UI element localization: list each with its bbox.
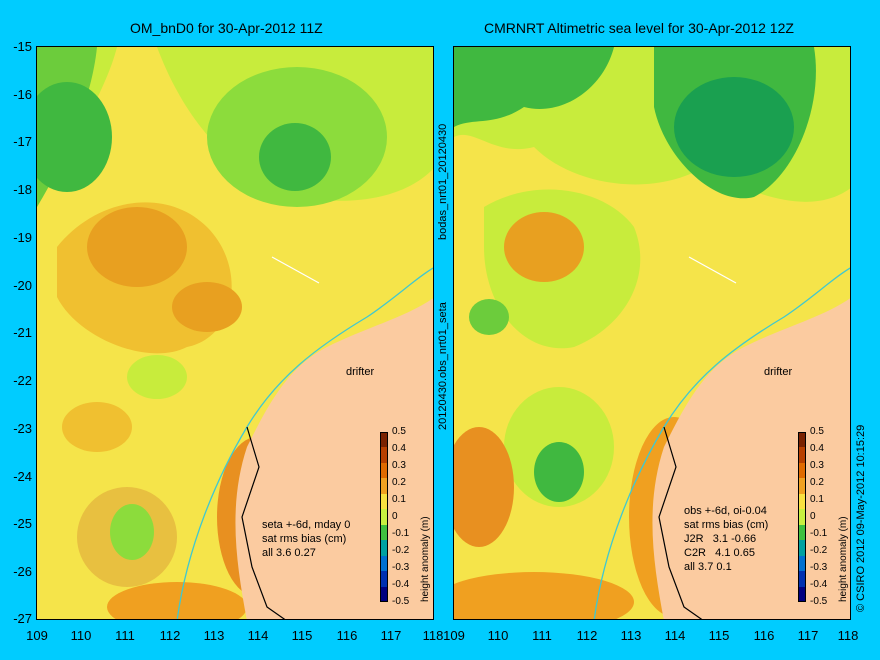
colorbar-tick: 0.4 [810, 443, 824, 454]
colorbar-swatch [380, 524, 388, 541]
colorbar-tick: -0.3 [810, 562, 828, 573]
left-sea-level-map [36, 46, 434, 620]
colorbar-swatch [798, 555, 806, 572]
colorbar-tick: 0.5 [810, 426, 824, 437]
colorbar-tick: 0 [810, 511, 816, 522]
left-stats-text: seta +-6d, mday 0 sat rms bias (cm) all 3.… [262, 519, 351, 559]
colorbar-tick: -0.1 [810, 528, 828, 539]
x-tick: 114 [247, 628, 269, 643]
colorbar-swatch [798, 478, 806, 495]
colorbar-swatch [798, 432, 806, 448]
x-tick: 118 [422, 628, 444, 643]
right-map-title: CMRNRT Altimetric sea level for 30-Apr-2… [484, 20, 794, 36]
left-colorbar: 0.5 0.4 0.3 0.2 0.1 0 -0.1 -0.2 -0.3 -0.4 -0.5 heig… [380, 426, 444, 612]
x-tick: 113 [620, 628, 642, 643]
y-tick: -25 [13, 516, 32, 531]
colorbar-swatch [798, 462, 806, 479]
x-tick: 114 [664, 628, 686, 643]
y-tick: -18 [13, 182, 32, 197]
drifter-label-left: drifter [346, 366, 375, 378]
colorbar-swatch [380, 478, 388, 495]
obs-file-label: 20120430.obs_nrt01_seta [437, 302, 449, 430]
x-tick: 117 [380, 628, 402, 643]
colorbar-tick: -0.4 [810, 579, 828, 590]
y-tick: -20 [13, 278, 32, 293]
y-tick: -17 [13, 134, 32, 149]
colorbar-swatch [380, 509, 388, 526]
x-tick: 115 [708, 628, 730, 643]
x-tick: 113 [203, 628, 225, 643]
x-tick: 118 [837, 628, 859, 643]
colorbar-swatch [798, 586, 806, 603]
colorbar-tick: 0.4 [392, 443, 406, 454]
colorbar-swatch [798, 493, 806, 510]
colorbar-tick: 0.1 [810, 494, 824, 505]
x-tick: 116 [753, 628, 775, 643]
x-tick: 117 [797, 628, 819, 643]
colorbar-tick: -0.2 [392, 545, 410, 556]
colorbar-swatch [798, 447, 806, 464]
colorbar-title: height anomaly (m) [420, 516, 431, 602]
x-tick: 116 [336, 628, 358, 643]
colorbar-tick: -0.5 [810, 596, 828, 607]
y-tick: -27 [13, 611, 32, 626]
x-tick: 111 [532, 628, 552, 643]
colorbar-tick: -0.4 [392, 579, 410, 590]
right-sea-level-map [453, 46, 851, 620]
right-colorbar: 0.5 0.4 0.3 0.2 0.1 0 -0.1 -0.2 -0.3 -0.4 -0.5 heig… [798, 426, 862, 612]
right-stats-text: obs +-6d, oi-0.04 sat rms bias (cm) J2R 3.… [684, 505, 769, 573]
x-tick: 109 [26, 628, 48, 643]
x-tick: 112 [159, 628, 181, 643]
colorbar-tick: -0.3 [392, 562, 410, 573]
colorbar-tick: 0.3 [392, 460, 406, 471]
drifter-label-right: drifter [764, 366, 793, 378]
colorbar-swatch [798, 540, 806, 557]
x-tick: 115 [291, 628, 313, 643]
x-tick: 112 [576, 628, 598, 643]
y-tick: -26 [13, 564, 32, 579]
colorbar-swatch [380, 540, 388, 557]
colorbar-tick: 0 [392, 511, 398, 522]
colorbar-tick: -0.1 [392, 528, 410, 539]
colorbar-tick: -0.2 [810, 545, 828, 556]
colorbar-swatch [380, 555, 388, 572]
colorbar-swatch [380, 493, 388, 510]
colorbar-swatch [798, 509, 806, 526]
y-tick: -21 [13, 325, 32, 340]
colorbar-swatch [798, 524, 806, 541]
x-tick: 110 [487, 628, 509, 643]
colorbar-swatch [380, 571, 388, 588]
left-map-title: OM_bnD0 for 30-Apr-2012 11Z [130, 20, 323, 36]
colorbar-swatch [380, 432, 388, 448]
model-file-label: bodas_nrt01_20120430 [437, 123, 449, 240]
x-tick: 111 [115, 628, 135, 643]
y-tick: -16 [13, 87, 32, 102]
x-tick: 110 [70, 628, 92, 643]
colorbar-tick: 0.2 [392, 477, 406, 488]
colorbar-tick: -0.5 [392, 596, 410, 607]
colorbar-tick: 0.3 [810, 460, 824, 471]
colorbar-swatch [380, 586, 388, 603]
colorbar-swatch [380, 462, 388, 479]
colorbar-tick: 0.5 [392, 426, 406, 437]
colorbar-tick: 0.2 [810, 477, 824, 488]
y-tick: -19 [13, 230, 32, 245]
y-tick: -22 [13, 373, 32, 388]
colorbar-title: height anomaly (m) [838, 516, 849, 602]
colorbar-tick: 0.1 [392, 494, 406, 505]
x-tick: 109 [443, 628, 465, 643]
y-tick: -23 [13, 421, 32, 436]
colorbar-swatch [798, 571, 806, 588]
y-tick: -15 [13, 39, 32, 54]
y-tick: -24 [13, 469, 32, 484]
colorbar-swatch [380, 447, 388, 464]
